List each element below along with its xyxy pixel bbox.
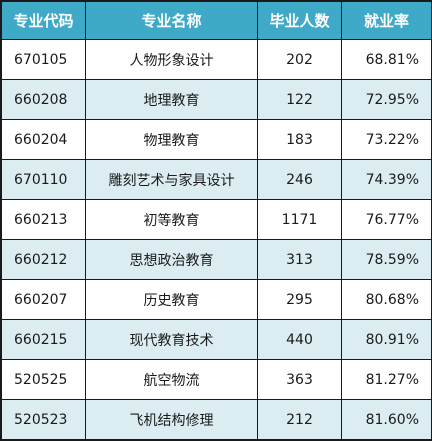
table-row: 660212 思想政治教育 313 78.59%	[1, 239, 432, 280]
cell-major-code: 670105	[1, 39, 86, 80]
cell-major-code: 520525	[1, 359, 86, 400]
cell-major-name: 现代教育技术	[85, 319, 258, 360]
cell-major-code: 660215	[1, 319, 86, 360]
cell-major-code: 660207	[1, 279, 86, 320]
cell-employment-rate: 81.60%	[341, 399, 432, 440]
table-row: 660207 历史教育 295 80.68%	[1, 279, 432, 320]
cell-graduate-count: 295	[257, 279, 342, 320]
cell-employment-rate: 81.27%	[341, 359, 432, 400]
table-row: 520525 航空物流 363 81.27%	[1, 359, 432, 400]
cell-employment-rate: 68.81%	[341, 39, 432, 80]
cell-graduate-count: 246	[257, 159, 342, 200]
table-row: 660208 地理教育 122 72.95%	[1, 79, 432, 120]
cell-major-name: 物理教育	[85, 119, 258, 160]
cell-major-name: 地理教育	[85, 79, 258, 120]
header-major-name: 专业名称	[85, 1, 258, 40]
cell-graduate-count: 122	[257, 79, 342, 120]
cell-graduate-count: 440	[257, 319, 342, 360]
cell-graduate-count: 202	[257, 39, 342, 80]
cell-major-name: 初等教育	[85, 199, 258, 240]
cell-employment-rate: 78.59%	[341, 239, 432, 280]
cell-major-code: 670110	[1, 159, 86, 200]
cell-major-name: 航空物流	[85, 359, 258, 400]
cell-employment-rate: 73.22%	[341, 119, 432, 160]
table-row: 520523 飞机结构修理 212 81.60%	[1, 399, 432, 440]
cell-employment-rate: 80.68%	[341, 279, 432, 320]
cell-graduate-count: 363	[257, 359, 342, 400]
cell-major-name: 人物形象设计	[85, 39, 258, 80]
cell-major-code: 660212	[1, 239, 86, 280]
cell-major-name: 历史教育	[85, 279, 258, 320]
table-row: 660215 现代教育技术 440 80.91%	[1, 319, 432, 360]
cell-major-code: 520523	[1, 399, 86, 440]
cell-major-code: 660208	[1, 79, 86, 120]
cell-major-name: 雕刻艺术与家具设计	[85, 159, 258, 200]
cell-graduate-count: 1171	[257, 199, 342, 240]
cell-major-name: 思想政治教育	[85, 239, 258, 280]
table-row: 660213 初等教育 1171 76.77%	[1, 199, 432, 240]
cell-employment-rate: 80.91%	[341, 319, 432, 360]
cell-major-code: 660213	[1, 199, 86, 240]
cell-graduate-count: 313	[257, 239, 342, 280]
cell-employment-rate: 76.77%	[341, 199, 432, 240]
table-row: 670110 雕刻艺术与家具设计 246 74.39%	[1, 159, 432, 200]
table-header-row: 专业代码 专业名称 毕业人数 就业率	[1, 1, 432, 40]
cell-graduate-count: 183	[257, 119, 342, 160]
table-row: 670105 人物形象设计 202 68.81%	[1, 39, 432, 80]
cell-major-code: 660204	[1, 119, 86, 160]
cell-employment-rate: 74.39%	[341, 159, 432, 200]
header-employment-rate: 就业率	[341, 1, 432, 40]
cell-employment-rate: 72.95%	[341, 79, 432, 120]
cell-major-name: 飞机结构修理	[85, 399, 258, 440]
header-graduate-count: 毕业人数	[257, 1, 342, 40]
header-major-code: 专业代码	[1, 1, 86, 40]
table-row: 660204 物理教育 183 73.22%	[1, 119, 432, 160]
cell-graduate-count: 212	[257, 399, 342, 440]
